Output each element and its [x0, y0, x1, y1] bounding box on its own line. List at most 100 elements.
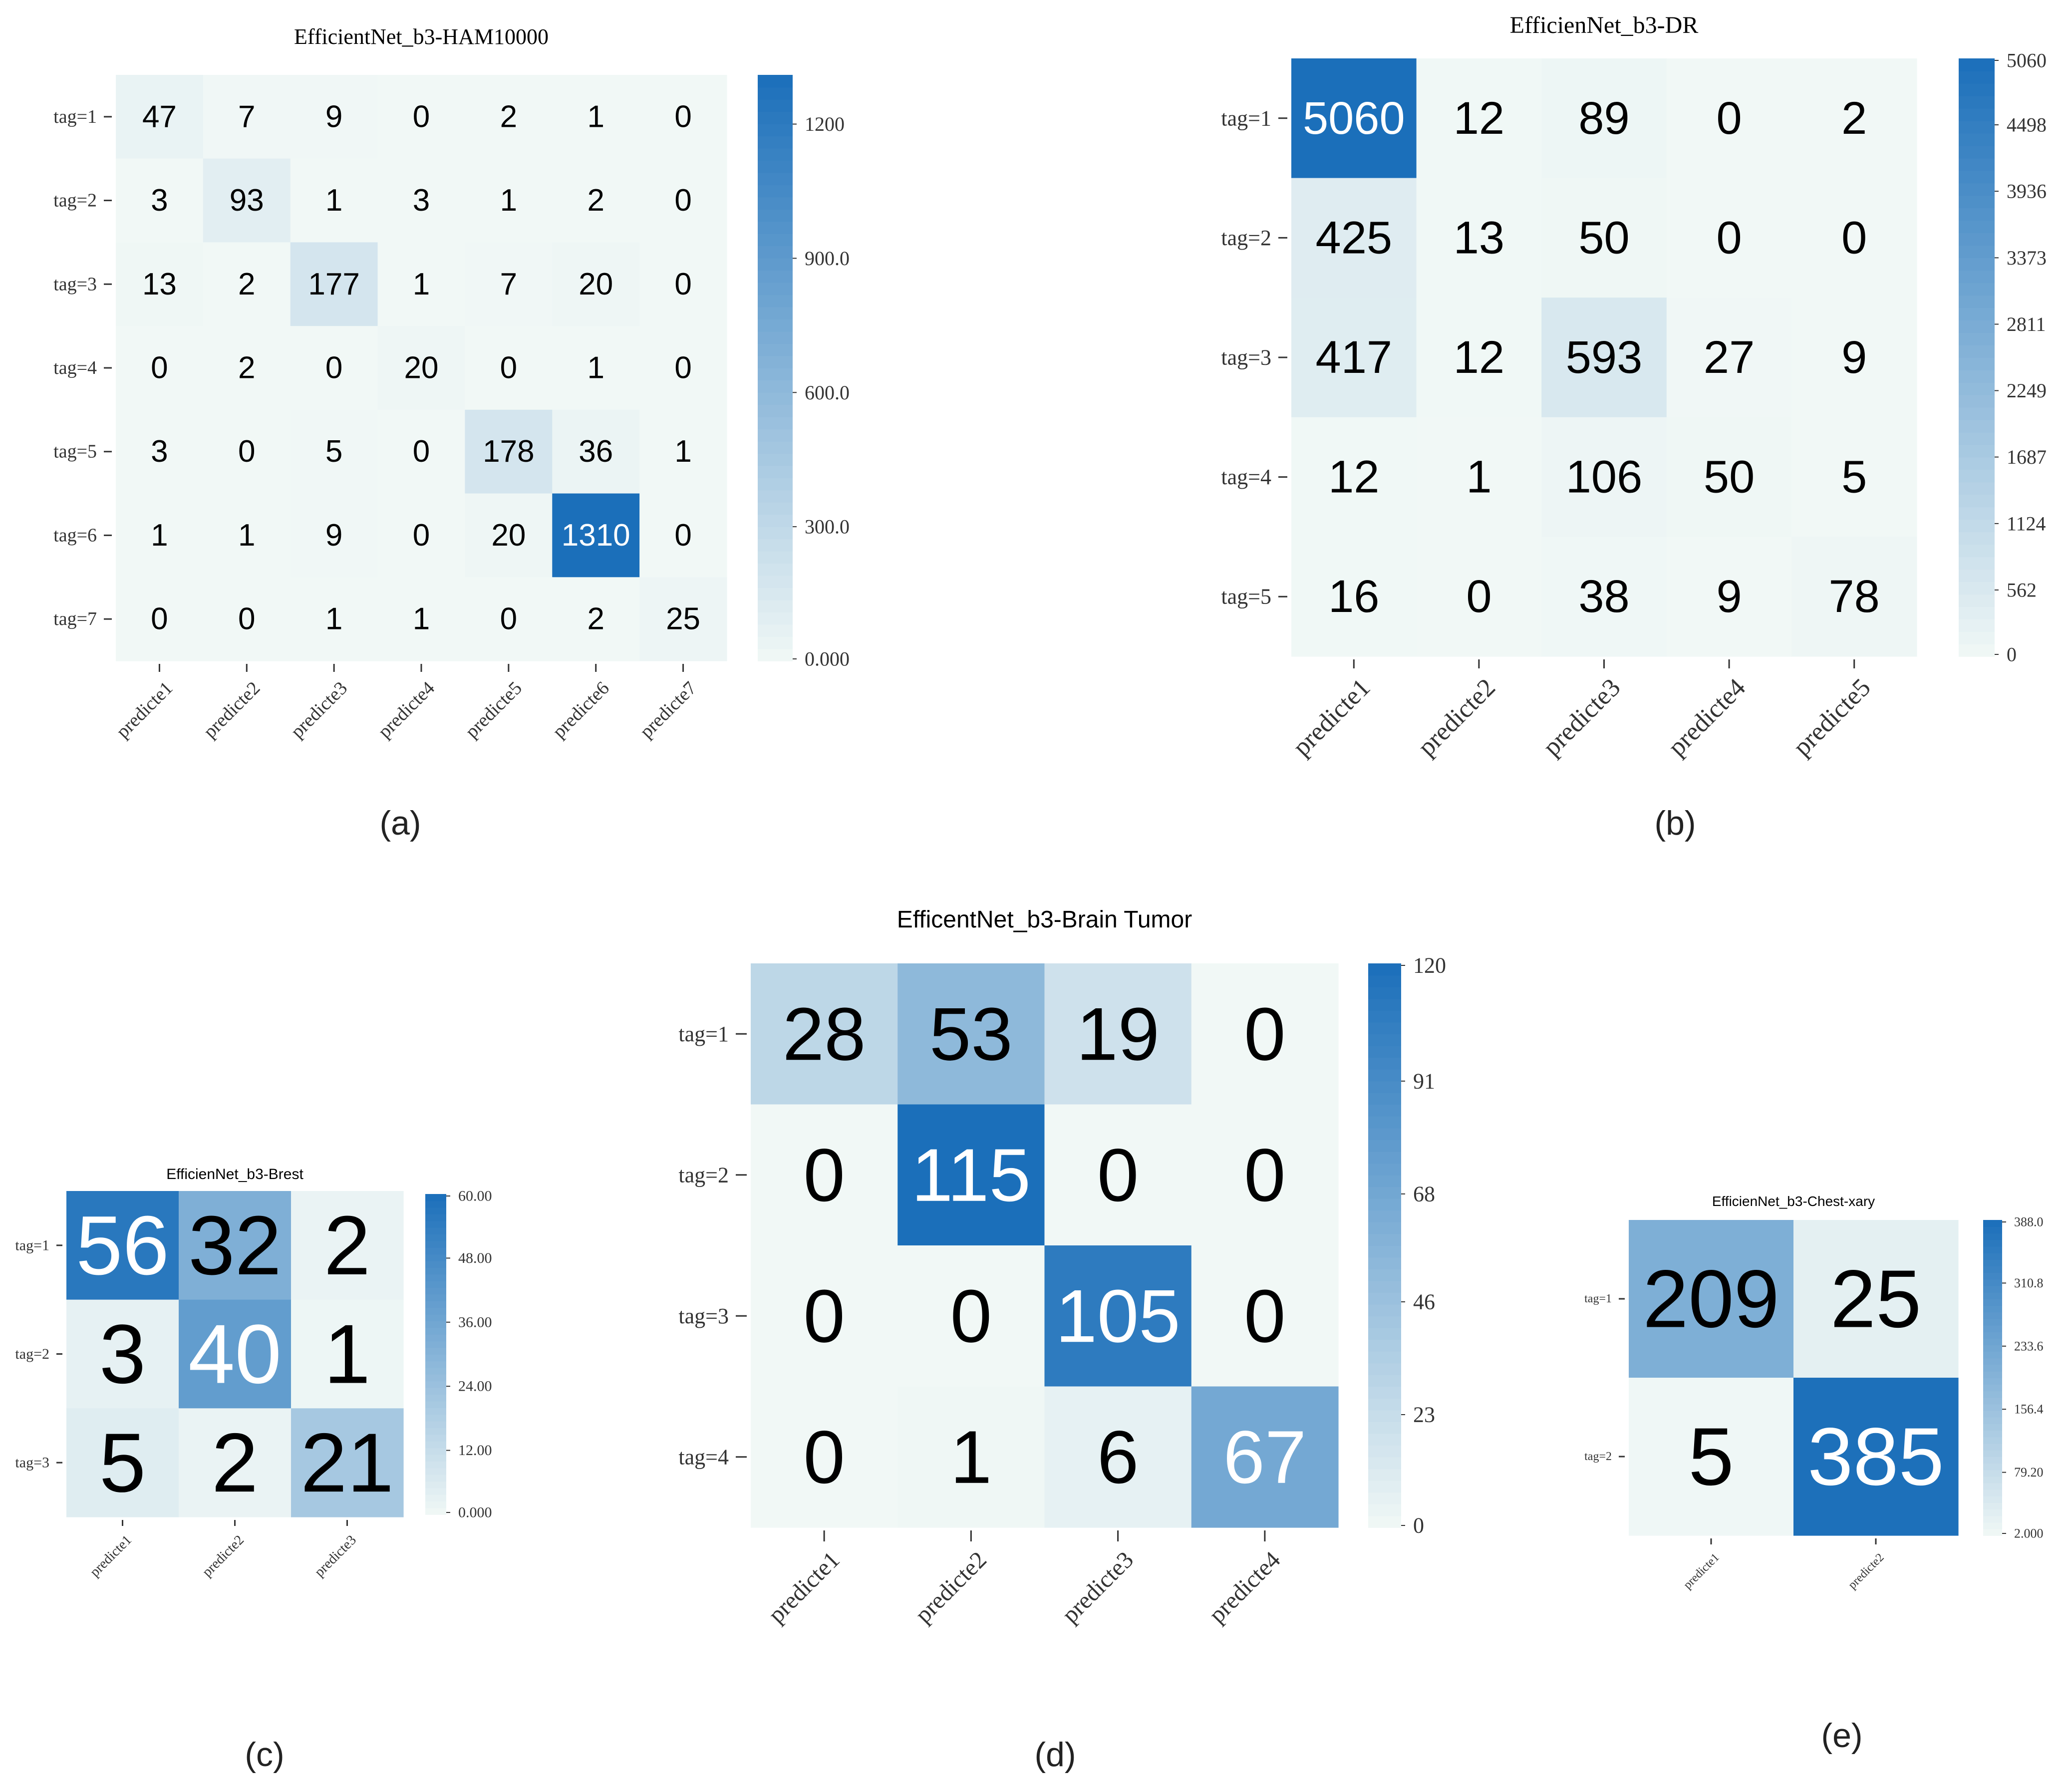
colorbar-segment [1959, 133, 1995, 146]
colorbar-tick-label: 24.00 [458, 1378, 492, 1395]
colorbar-segment [1368, 1151, 1401, 1164]
cell-value-label: 53 [929, 992, 1013, 1076]
colorbar-segment [1368, 1469, 1401, 1481]
heatmap-cell [116, 242, 204, 326]
colorbar-segment [758, 636, 793, 649]
chart-title: EfficienNet_b3-Brest [166, 1166, 303, 1183]
heatmap-cell [1793, 1220, 1959, 1378]
colorbar-segment [758, 319, 793, 332]
heatmap-cell [1044, 1104, 1192, 1246]
heatmap-cell [897, 963, 1045, 1105]
heatmap-cell [1666, 298, 1792, 418]
colorbar-segment [1959, 233, 1995, 246]
cell-value-label: 9 [1717, 571, 1742, 622]
colorbar-segment [1959, 345, 1995, 358]
cell-value-label: 1 [950, 1415, 992, 1499]
colorbar-segment [1959, 532, 1995, 545]
col-tick-label: predicte3 [1057, 1546, 1139, 1628]
colorbar-segment [1983, 1364, 2002, 1372]
heatmap-cell [639, 577, 727, 661]
heatmap-cell [1666, 58, 1792, 179]
heatmap-cell [116, 493, 204, 578]
colorbar-segment [1368, 1010, 1401, 1023]
colorbar: 120 91 68 46 23 0 [1368, 953, 1446, 1538]
colorbar-segment [1983, 1424, 2002, 1431]
colorbar-segment [1959, 357, 1995, 370]
heatmap-cell [377, 242, 466, 326]
colorbar-segment [1368, 1057, 1401, 1070]
cell-value-label: 1 [500, 183, 517, 218]
cell-value-label: 593 [1566, 332, 1643, 383]
colorbar-segment [425, 1247, 446, 1255]
colorbar-tick-label: 48.00 [458, 1250, 492, 1266]
cell-value-label: 47 [142, 99, 177, 134]
colorbar-segment [1983, 1391, 2002, 1398]
heatmap-cell [291, 1408, 404, 1517]
row-tick-label: tag=1 [15, 1237, 49, 1253]
heatmap-cell [116, 158, 204, 243]
colorbar-segment [1959, 208, 1995, 221]
row-tick-label: tag=4 [1221, 465, 1271, 489]
row-tick-label: tag=4 [678, 1445, 729, 1469]
cell-value-label: 25 [666, 602, 700, 636]
heatmap-cell [1416, 58, 1542, 179]
colorbar-segment [1983, 1266, 2002, 1273]
colorbar-segment [1959, 444, 1995, 458]
heatmap-cell [465, 158, 553, 243]
colorbar-segment [1983, 1345, 2002, 1352]
chart-title: EfficienNet_b3-DR [1510, 12, 1699, 38]
colorbar-segment [425, 1414, 446, 1422]
colorbar-segment [758, 526, 793, 540]
cell-value-label: 5 [1841, 452, 1867, 503]
col-tick-label: predicte4 [374, 677, 439, 742]
colorbar-segment [758, 136, 793, 149]
col-tick-label: predicte2 [910, 1546, 992, 1628]
cell-value-label: 1 [325, 602, 342, 636]
col-tick-label: predicte4 [1663, 673, 1751, 762]
colorbar-tick-label: 310.8 [2014, 1276, 2044, 1290]
colorbar-segment [758, 490, 793, 503]
heatmap-cell [639, 158, 727, 243]
heatmap-cell [1291, 298, 1417, 418]
cell-value-label: 177 [308, 267, 359, 301]
heatmap-cell [552, 493, 640, 578]
colorbar-segment [425, 1394, 446, 1402]
heatmap-cell [1191, 1104, 1339, 1246]
colorbar-segment [1983, 1220, 2002, 1227]
heatmap-cell [291, 1191, 404, 1300]
colorbar-segment [1368, 1198, 1401, 1211]
heatmap-cell [1793, 1378, 1959, 1536]
colorbar-segment [758, 612, 793, 625]
heatmap-cell [552, 577, 640, 661]
col-tick-label: predicte1 [112, 677, 177, 742]
colorbar-segment [425, 1441, 446, 1449]
heatmap-cell [66, 1299, 179, 1409]
heatmap-cell [377, 493, 466, 578]
colorbar-segment [1368, 1480, 1401, 1493]
cell-value-label: 93 [230, 183, 264, 218]
heatmap-cell [290, 242, 378, 326]
cell-value-label: 0 [674, 351, 691, 385]
colorbar-segment [758, 282, 793, 296]
colorbar-segment [758, 380, 793, 393]
cell-value-label: 3 [413, 183, 430, 218]
heatmap-cell [1416, 178, 1542, 298]
colorbar-segment [1368, 1081, 1401, 1093]
colorbar-segment [758, 246, 793, 259]
cell-value-label: 1 [324, 1307, 370, 1401]
colorbar-segment [425, 1361, 446, 1368]
cell-value-label: 0 [1841, 212, 1867, 263]
heatmap-cell [1044, 963, 1192, 1105]
colorbar-segment [1983, 1528, 2002, 1536]
col-tick-label: predicte6 [549, 677, 613, 742]
colorbar-segment [1959, 170, 1995, 184]
colorbar-tick-label: 3373 [2007, 247, 2047, 269]
col-tick-label: predicte1 [1681, 1551, 1722, 1592]
colorbar-segment [1368, 1374, 1401, 1387]
colorbar-segment [1368, 1175, 1401, 1188]
colorbar-segment [1368, 987, 1401, 999]
colorbar-segment [758, 465, 793, 478]
colorbar-segment [1959, 407, 1995, 420]
colorbar-segment [425, 1468, 446, 1475]
heatmap-cell [1291, 58, 1417, 179]
